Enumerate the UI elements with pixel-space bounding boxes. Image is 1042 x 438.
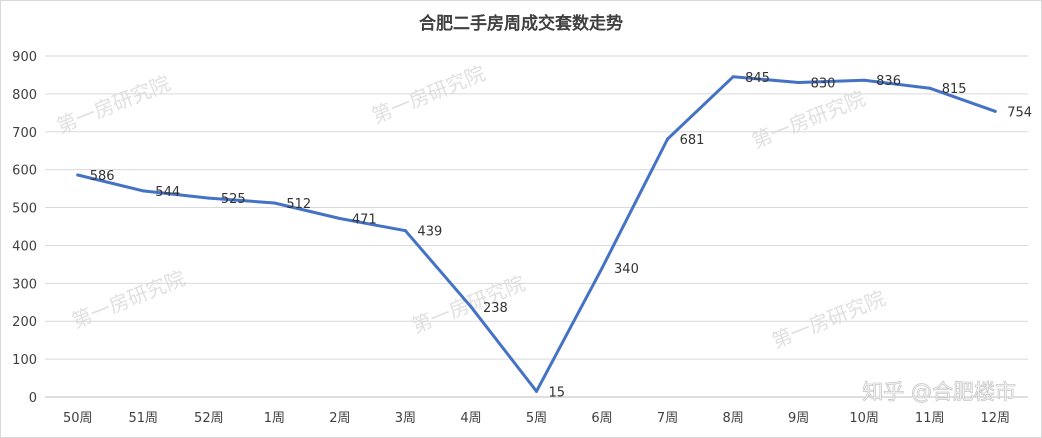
- y-tick-label: 700: [12, 126, 37, 141]
- data-point: [338, 217, 342, 221]
- x-tick-label: 9周: [788, 411, 809, 426]
- data-label: 681: [680, 133, 705, 148]
- y-tick-label: 300: [12, 277, 37, 292]
- credit-watermark: 知乎 @合肥楼市: [862, 380, 1016, 404]
- data-point: [928, 86, 932, 90]
- data-point: [862, 78, 866, 82]
- data-label: 544: [155, 185, 180, 200]
- data-point: [469, 305, 473, 309]
- data-point: [76, 173, 80, 177]
- x-tick-label: 8周: [722, 411, 743, 426]
- x-tick-label: 12周: [980, 411, 1010, 426]
- y-tick-label: 100: [12, 353, 37, 368]
- data-label: 439: [417, 225, 442, 240]
- data-point: [666, 137, 670, 141]
- data-label: 471: [352, 213, 377, 228]
- y-tick-label: 200: [12, 315, 37, 330]
- y-tick-label: 600: [12, 164, 37, 179]
- data-label: 15: [549, 385, 566, 400]
- watermark-text: 第一房研究院: [748, 86, 868, 153]
- grid-lines: [45, 55, 1028, 398]
- watermark-text: 第一房研究院: [768, 286, 888, 353]
- data-label: 238: [483, 301, 508, 316]
- x-tick-label: 5周: [526, 411, 547, 426]
- x-tick-label: 2周: [329, 411, 350, 426]
- x-tick-label: 50周: [63, 411, 93, 426]
- y-tick-label: 500: [12, 202, 37, 217]
- data-point: [141, 189, 145, 193]
- data-point: [403, 229, 407, 233]
- data-labels: 586 544 525 512 471 439 238 15 340 681 845 830 836 81…: [90, 71, 1032, 400]
- data-label: 754: [1007, 105, 1032, 120]
- x-tick-label: 11周: [915, 411, 945, 426]
- series-line: [76, 75, 997, 393]
- data-label: 512: [286, 197, 311, 212]
- data-label: 845: [745, 71, 770, 86]
- data-point: [207, 196, 211, 200]
- watermark-text: 第一房研究院: [68, 266, 188, 333]
- chart-title: 合肥二手房周成交套数走势: [419, 13, 623, 34]
- x-tick-label: 6周: [591, 411, 612, 426]
- data-label: 830: [811, 77, 836, 92]
- watermark-text: 第一房研究院: [53, 71, 173, 138]
- x-tick-label: 51周: [129, 411, 159, 426]
- data-label: 815: [942, 82, 967, 97]
- y-tick-label: 0: [29, 391, 37, 406]
- x-tick-label: 1周: [264, 411, 285, 426]
- data-point: [731, 75, 735, 79]
- x-tick-label: 3周: [395, 411, 416, 426]
- data-point: [535, 389, 538, 393]
- data-point: [600, 266, 604, 270]
- data-label: 836: [876, 74, 901, 89]
- x-tick-label: 7周: [657, 411, 678, 426]
- data-point: [797, 81, 801, 85]
- data-label: 525: [221, 192, 246, 207]
- axes: 0 100 200 300 400 500 600 700 800 900 50周 51周 52周 1周 2…: [12, 50, 1010, 426]
- data-point: [993, 109, 997, 113]
- x-tick-label: 10周: [849, 411, 879, 426]
- data-label: 340: [614, 262, 639, 277]
- y-tick-label: 900: [12, 50, 37, 65]
- x-tick-label: 52周: [194, 411, 224, 426]
- y-tick-label: 800: [12, 88, 37, 103]
- data-point: [272, 201, 276, 205]
- x-tick-label: 4周: [460, 411, 481, 426]
- data-label: 586: [90, 169, 115, 184]
- y-tick-label: 400: [12, 239, 37, 254]
- watermark-text: 第一房研究院: [368, 61, 488, 128]
- series-layer: [76, 75, 997, 393]
